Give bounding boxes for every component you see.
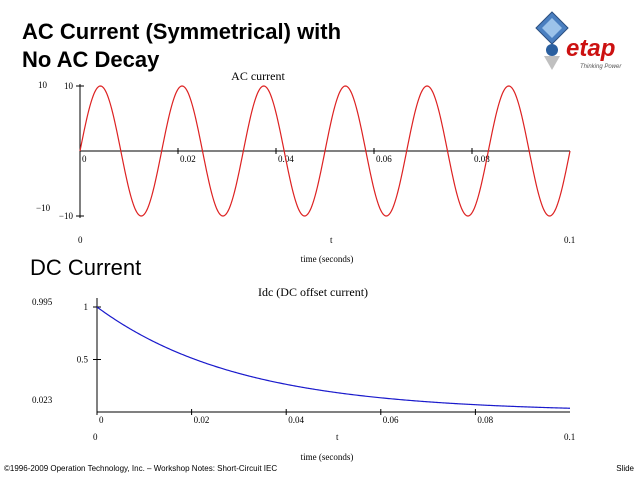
dc-x-var: t <box>336 432 339 442</box>
dc-chart-title: Idc (DC offset current) <box>258 285 368 299</box>
dc-x-tick-label-2: 0.04 <box>288 415 304 425</box>
ac-y-tick-label-1: −10 <box>59 211 74 221</box>
ac-y-range-max: 10 <box>38 80 48 90</box>
dc-x-tick-label-0: 0 <box>99 415 104 425</box>
dc-x-range-max: 0.1 <box>564 432 575 442</box>
logo-text: etap <box>566 35 615 62</box>
dc-chart: Idc (DC offset current) 0 0.02 0.04 0.06 0.0… <box>32 285 575 462</box>
ac-current-series-line <box>79 85 571 217</box>
ac-x-range-min: 0 <box>78 235 83 245</box>
dc-x-tick-label-3: 0.06 <box>383 415 399 425</box>
logo-tagline: Thinking Power <box>580 64 622 70</box>
ac-chart: AC current 0 0.02 0.04 0.06 0.08 10−10 10 −1… <box>36 69 575 264</box>
dc-y-tick-label-0: 1 <box>84 302 89 312</box>
slide-title: AC Current (Symmetrical) with No AC Deca… <box>22 18 341 74</box>
ac-x-tick-label-0: 0 <box>82 154 87 164</box>
dc-x-ticks: 0 0.02 0.04 0.06 0.08 <box>96 409 494 425</box>
ac-x-range-max: 0.1 <box>564 235 575 245</box>
dc-x-tick-label-1: 0.02 <box>194 415 210 425</box>
logo-diamond-icon <box>535 11 569 70</box>
etap-logo: etap Thinking Power <box>530 10 630 76</box>
dc-x-tick-label-4: 0.08 <box>477 415 493 425</box>
section-title-dc: DC Current <box>30 255 142 280</box>
ac-x-label: time (seconds) <box>301 254 354 264</box>
ac-y-ticks: 10 −10 <box>59 81 84 221</box>
slide-title-line-1: AC Current (Symmetrical) with <box>22 19 342 44</box>
ac-x-tick-label-1: 0.02 <box>180 154 196 164</box>
dc-y-range-max: 0.995 <box>32 297 53 307</box>
dc-y-tick-label-1: 0.5 <box>77 355 89 365</box>
ac-x-tick-label-3: 0.06 <box>376 154 392 164</box>
ac-y-tick-label-0: 10 <box>64 81 74 91</box>
slide-title-line-2: No AC Decay <box>22 47 160 72</box>
ac-x-tick-label-4: 0.08 <box>474 154 490 164</box>
dc-y-range-min: 0.023 <box>32 395 53 405</box>
ac-chart-title: AC current <box>231 69 285 83</box>
dc-offset-series-line <box>96 306 571 409</box>
ac-x-var: t <box>330 235 333 245</box>
dc-x-range-min: 0 <box>93 432 98 442</box>
footer-copyright: ©1996-2009 Operation Technology, Inc. – … <box>4 464 278 473</box>
slide-number-label: Slide <box>616 464 634 473</box>
dc-x-label: time (seconds) <box>301 452 354 462</box>
ac-y-range-min: −10 <box>36 203 51 213</box>
